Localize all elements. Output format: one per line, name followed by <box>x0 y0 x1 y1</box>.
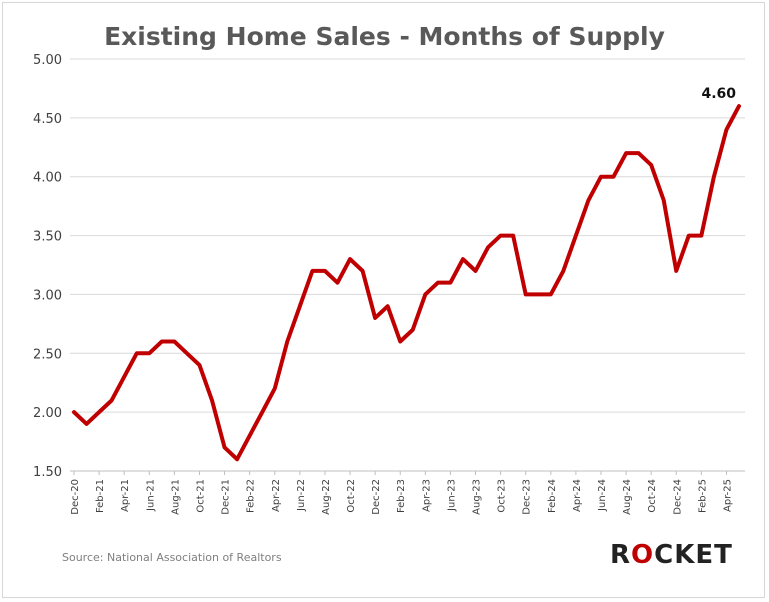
x-tick-label: Aug-22 <box>321 479 332 515</box>
y-tick-label: 2.00 <box>33 406 62 421</box>
logo-text: ROCKET <box>610 540 733 570</box>
x-tick-label: Aug-23 <box>472 479 483 515</box>
y-tick-label: 2.50 <box>33 347 62 362</box>
x-tick-label: Dec-24 <box>672 479 683 515</box>
y-tick-label: 5.00 <box>33 53 62 68</box>
x-tick-label: Apr-21 <box>120 479 131 512</box>
x-tick-label: Oct-24 <box>647 479 658 513</box>
x-tick-label: Dec-20 <box>70 479 81 515</box>
x-tick-label: Aug-21 <box>170 479 181 515</box>
x-tick-label: Apr-22 <box>271 479 282 512</box>
x-tick-label: Oct-23 <box>497 479 508 513</box>
y-tick-label: 3.50 <box>33 230 62 245</box>
x-tick-label: Feb-25 <box>697 479 708 513</box>
y-axis-ticks: 5.00 4.50 4.00 3.50 3.00 2.50 2.00 1.50 <box>33 53 62 480</box>
x-tick-label: Feb-22 <box>246 479 257 513</box>
x-tick-label: Apr-25 <box>722 479 733 512</box>
data-label-last: 4.60 <box>701 86 736 102</box>
y-tick-label: 4.00 <box>33 171 62 186</box>
rocket-logo: ROCKET <box>610 540 733 570</box>
x-tick-label: Dec-22 <box>371 479 382 515</box>
x-axis-ticks: Dec-20 Feb-21 Apr-21 Jun-21 Aug-21 Oct-21 Dec-… <box>70 471 733 515</box>
source-note: Source: National Association of Realtors <box>62 551 282 564</box>
y-tick-label: 1.50 <box>33 465 62 480</box>
x-tick-label: Oct-21 <box>195 479 206 513</box>
chart-title: Existing Home Sales - Months of Supply <box>104 22 665 51</box>
y-tick-label: 3.00 <box>33 288 62 303</box>
x-tick-label: Jun-22 <box>296 479 307 512</box>
x-tick-label: Dec-21 <box>221 479 232 515</box>
x-tick-label: Dec-23 <box>522 479 533 515</box>
series-line <box>72 104 741 462</box>
y-tick-label: 4.50 <box>33 112 62 127</box>
x-tick-label: Jun-24 <box>597 479 608 512</box>
x-tick-label: Feb-24 <box>547 479 558 513</box>
x-tick-label: Apr-24 <box>572 479 583 512</box>
x-tick-label: Oct-22 <box>346 479 357 513</box>
x-tick-label: Feb-23 <box>396 479 407 513</box>
x-tick-label: Jun-23 <box>446 479 457 512</box>
x-tick-label: Aug-24 <box>622 479 633 515</box>
x-tick-label: Apr-23 <box>421 479 432 512</box>
gridlines <box>70 58 745 413</box>
x-tick-label: Jun-21 <box>145 479 156 512</box>
x-tick-label: Feb-21 <box>95 479 106 513</box>
